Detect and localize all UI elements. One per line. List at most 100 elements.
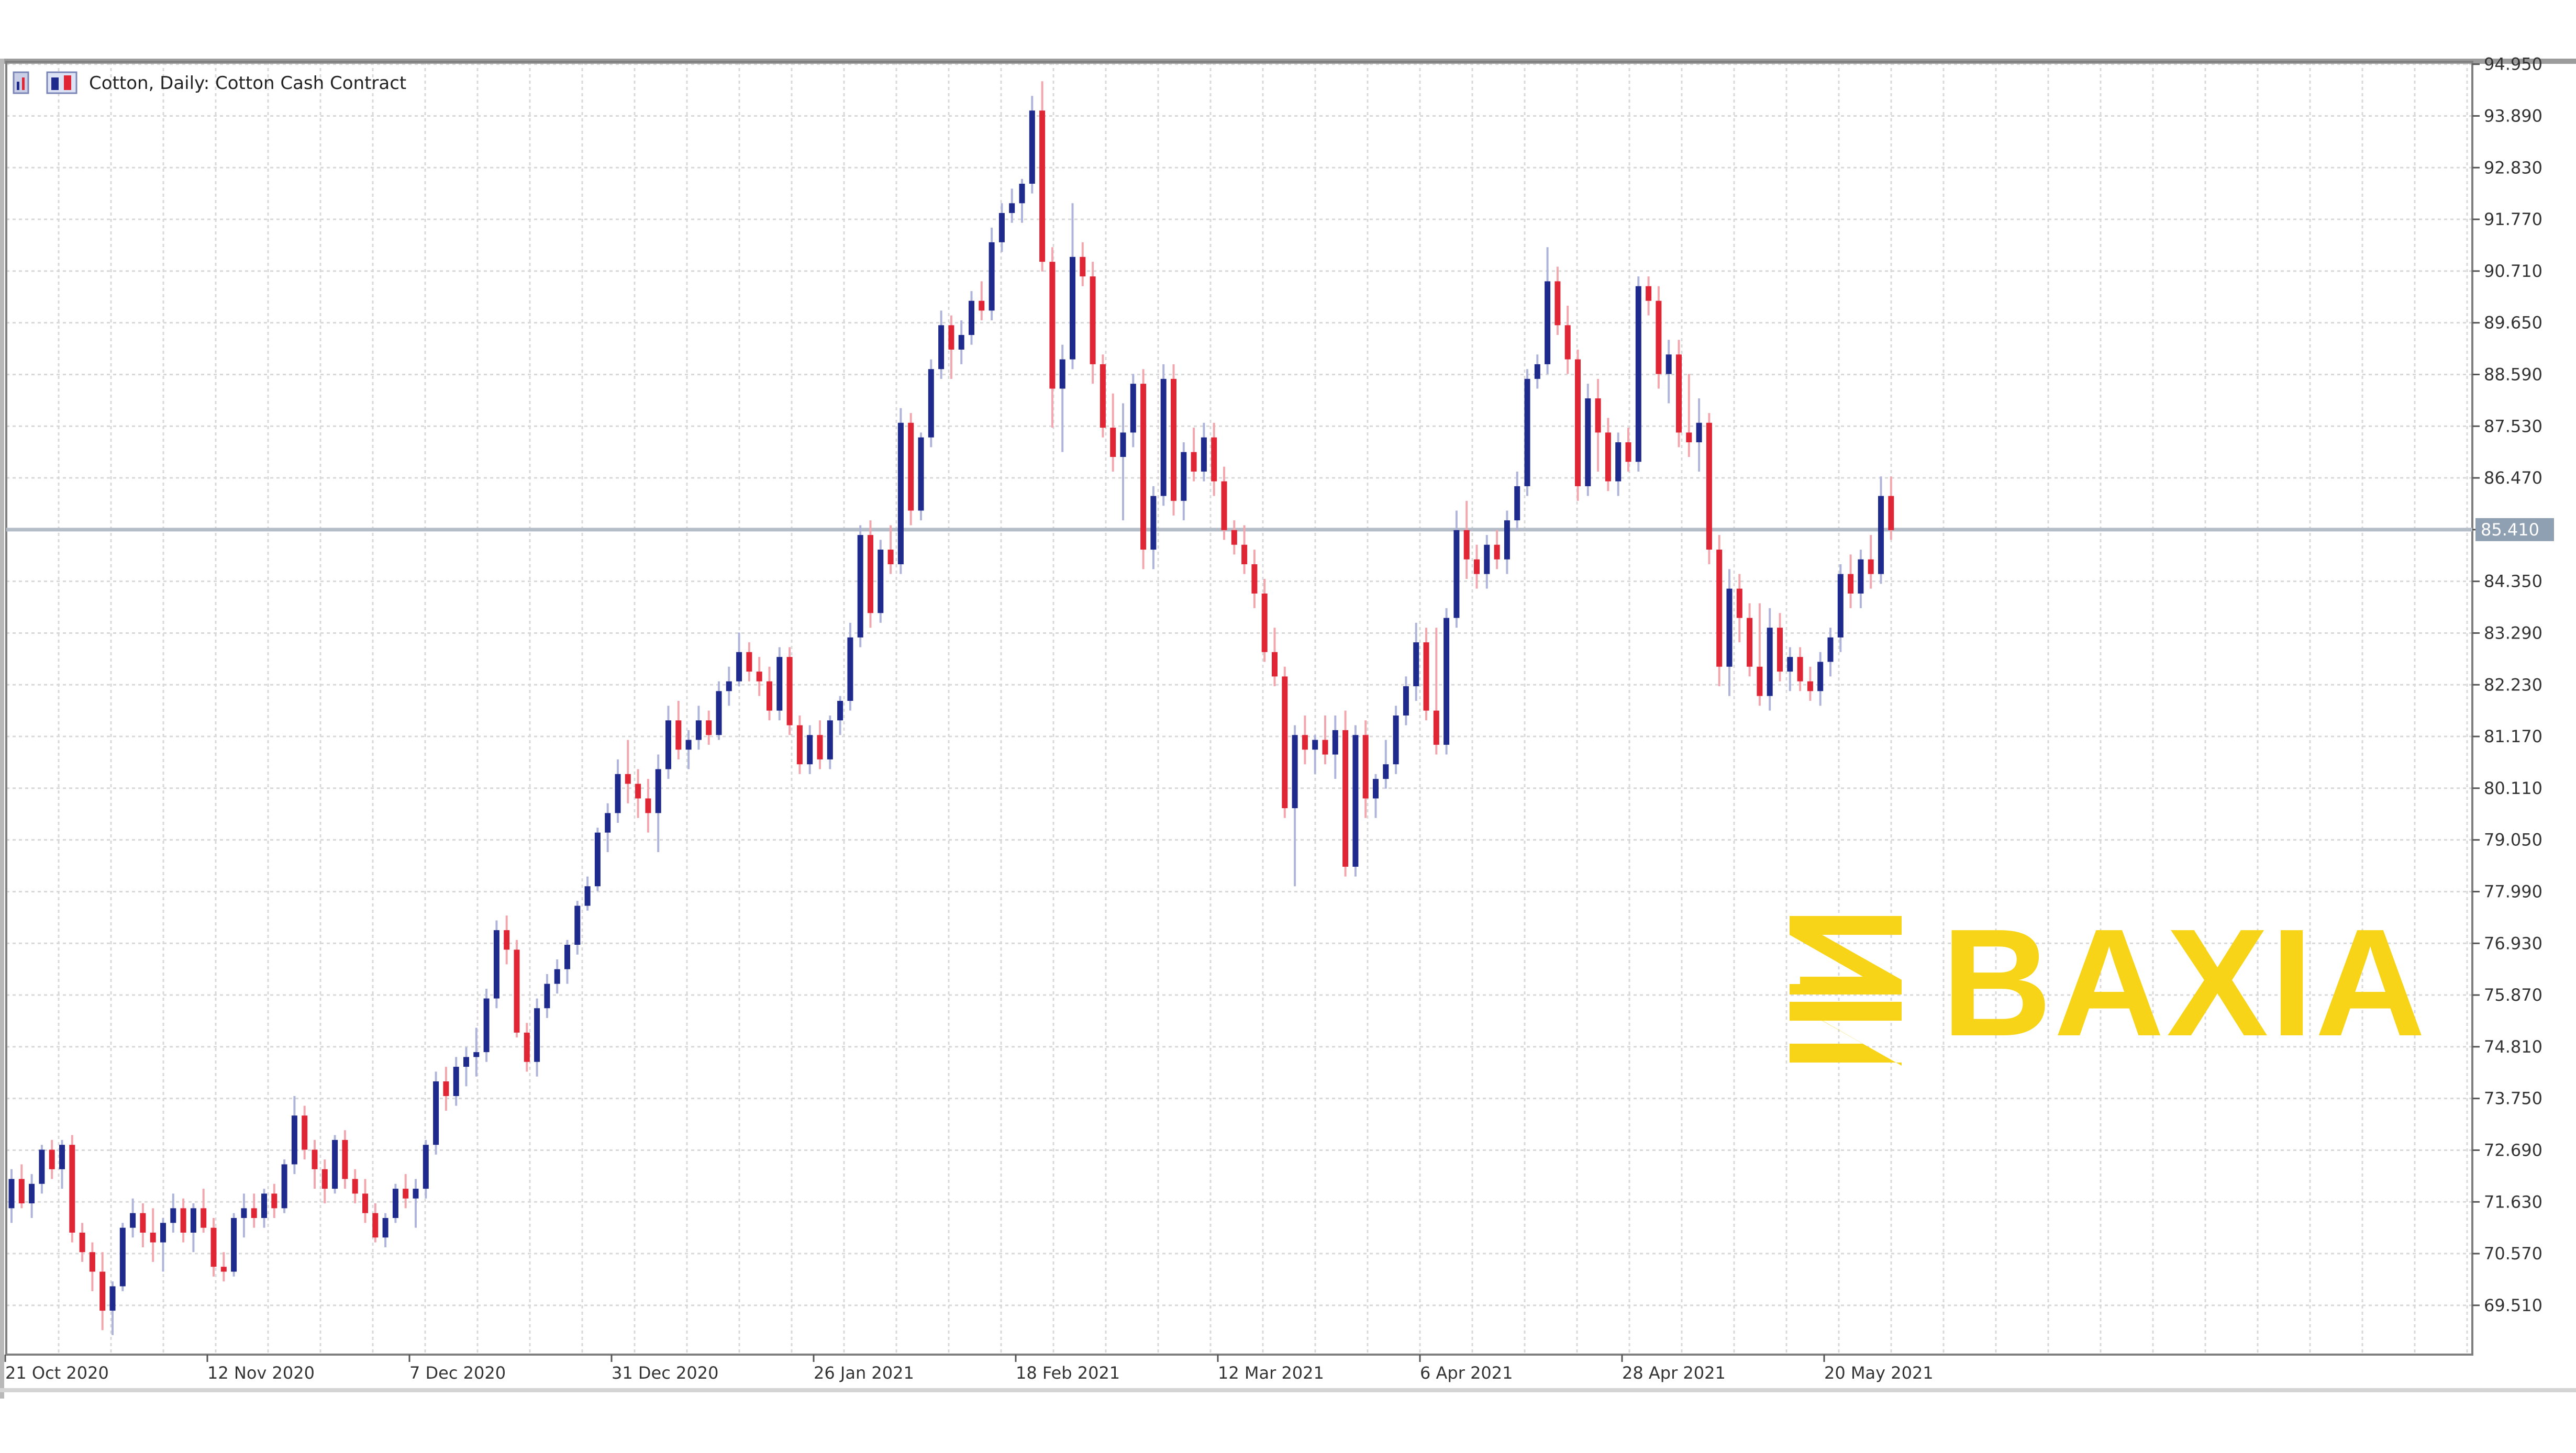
candle-bearish [524, 1032, 530, 1062]
candle-bearish [1221, 481, 1227, 530]
candle-bullish [544, 983, 550, 1009]
candle-bearish [99, 1271, 106, 1311]
x-tick-label: 28 Apr 2021 [1622, 1363, 1726, 1383]
candle-bearish [210, 1227, 217, 1267]
candle-bullish [1514, 486, 1520, 521]
baxia-logo-mark [1790, 916, 1902, 1066]
candle-bearish [89, 1252, 95, 1272]
candle-bullish [1009, 203, 1015, 213]
y-axis-labels: 94.950 93.890 92.830 91.770 90.710 89.650 88.5… [2472, 54, 2542, 1315]
candle-bullish [392, 1189, 398, 1219]
candle-bullish [897, 422, 904, 565]
candle-bearish [1251, 564, 1258, 594]
candle-bearish [49, 1149, 55, 1169]
candle-bullish [1585, 398, 1591, 486]
candle-bearish [1322, 740, 1328, 755]
candle-bullish [665, 720, 671, 769]
candle-bearish [786, 657, 793, 725]
candle-bearish [342, 1139, 348, 1179]
symbol-icon-bar-2 [22, 77, 25, 90]
y-tick-label: 75.870 [2484, 985, 2542, 1005]
y-tick-label: 74.810 [2484, 1037, 2542, 1057]
candle-bullish [413, 1189, 419, 1199]
candle-bullish [130, 1213, 136, 1228]
candle-bullish [1393, 715, 1399, 765]
candle-bearish [150, 1232, 156, 1243]
candle-bullish [170, 1208, 176, 1223]
candle-bearish [201, 1208, 207, 1228]
candle-bearish [302, 1115, 308, 1150]
candle-bullish [584, 886, 591, 906]
candle-bullish [109, 1286, 116, 1311]
candle-bullish [1019, 184, 1025, 204]
y-tick-label: 82.230 [2484, 675, 2542, 695]
y-tick-label: 76.930 [2484, 933, 2542, 953]
y-tick-label: 83.290 [2484, 623, 2542, 643]
candle-bullish [382, 1218, 388, 1238]
candle-bearish [1191, 452, 1197, 472]
y-tick-label: 71.630 [2484, 1192, 2542, 1212]
candle-bullish [1352, 735, 1359, 867]
chart-grid [6, 62, 2472, 1355]
candle-bearish [817, 735, 823, 759]
candle-bullish [594, 832, 601, 887]
candle-bearish [1039, 110, 1046, 262]
candle-bullish [534, 1008, 540, 1062]
candle-bullish [1332, 730, 1338, 755]
candle-bullish [554, 969, 560, 984]
y-tick-label: 79.050 [2484, 830, 2542, 850]
candle-bullish [473, 1052, 480, 1057]
candle-bearish [362, 1193, 368, 1213]
candle-bearish [1211, 437, 1217, 482]
y-tick-label: 70.570 [2484, 1244, 2542, 1264]
candle-bullish [1292, 735, 1298, 809]
price-tag [2475, 518, 2554, 541]
window-left-border [0, 59, 4, 1399]
candle-bearish [1736, 588, 1742, 618]
candle-bearish [1747, 618, 1753, 667]
candle-bearish [1757, 666, 1763, 696]
candle-bearish [1110, 428, 1116, 457]
candle-bullish [695, 720, 702, 740]
candle-bullish [463, 1057, 469, 1067]
candle-bullish [1383, 764, 1389, 779]
candle-bullish [827, 720, 833, 759]
candle-bullish [989, 242, 995, 311]
candle-bullish [1120, 432, 1126, 457]
candle-bearish [1282, 676, 1288, 809]
candle-bullish [1524, 378, 1530, 486]
candle-bearish [1868, 559, 1874, 574]
candle-bullish [493, 930, 499, 999]
candle-bullish [1403, 686, 1409, 716]
candle-bearish [443, 1081, 449, 1096]
candle-bearish [180, 1208, 186, 1233]
price-tag-label: 85.410 [2481, 520, 2539, 540]
candle-bearish [372, 1213, 379, 1238]
candle-bullish [1726, 588, 1733, 667]
candle-bullish [1504, 520, 1510, 560]
candle-bullish [241, 1208, 247, 1219]
candle-bearish [1656, 300, 1662, 374]
candle-bullish [1413, 642, 1419, 687]
candle-bullish [1534, 364, 1540, 379]
candle-bearish [908, 422, 914, 511]
candle-bearish [1463, 530, 1470, 560]
x-tick-label: 20 May 2021 [1824, 1363, 1934, 1383]
x-tick-label: 12 Nov 2020 [207, 1363, 315, 1383]
candle-bearish [220, 1267, 227, 1272]
candle-bearish [1362, 735, 1369, 799]
candle-bullish [291, 1115, 297, 1165]
candle-bullish [1545, 281, 1551, 364]
candle-bearish [1080, 256, 1086, 277]
y-tick-label: 87.530 [2484, 416, 2542, 436]
y-tick-label: 94.950 [2484, 54, 2542, 74]
y-tick-label: 90.710 [2484, 261, 2542, 281]
candle-bearish [1423, 642, 1429, 711]
candle-bullish [716, 691, 722, 735]
candle-bearish [979, 300, 985, 311]
chart-frame [0, 59, 2576, 1399]
candle-bullish [1696, 422, 1702, 443]
candle-bullish [1837, 574, 1844, 638]
y-tick-label: 69.510 [2484, 1295, 2542, 1315]
candle-bullish [1484, 544, 1490, 574]
